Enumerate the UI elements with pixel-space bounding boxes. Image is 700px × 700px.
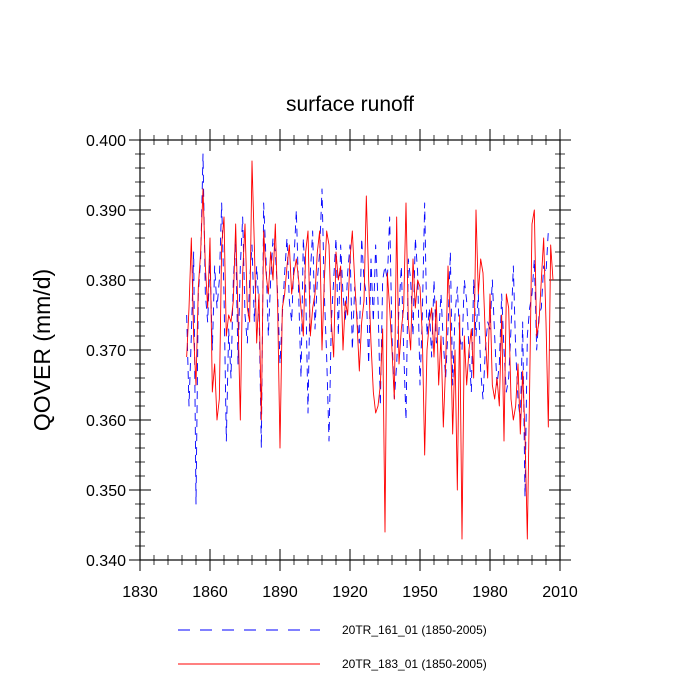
y-tick-label: 0.370 xyxy=(86,343,126,360)
x-tick-label: 1920 xyxy=(332,584,368,601)
legend-label-series-2: 20TR_183_01 (1850-2005) xyxy=(342,657,487,671)
major-ticks xyxy=(129,129,571,571)
x-tick-label: 1950 xyxy=(402,584,438,601)
y-tick-label: 0.380 xyxy=(86,273,126,290)
x-tick-labels: 1830 1860 1890 1920 1950 1980 2010 xyxy=(122,584,578,601)
y-tick-label: 0.390 xyxy=(86,203,126,220)
y-tick-label: 0.350 xyxy=(86,483,126,500)
series-line-1 xyxy=(186,153,549,505)
chart-title: surface runoff xyxy=(286,93,414,116)
series-layer xyxy=(186,153,554,540)
x-tick-label: 1980 xyxy=(472,584,508,601)
y-tick-labels: 0.340 0.350 0.360 0.370 0.380 0.390 0.400 xyxy=(86,133,126,570)
series-line-2 xyxy=(186,160,554,540)
y-tick-label: 0.400 xyxy=(86,133,126,150)
x-tick-label: 1890 xyxy=(262,584,298,601)
plot-frame xyxy=(139,139,561,561)
y-tick-label: 0.340 xyxy=(86,553,126,570)
legend: 20TR_161_01 (1850-2005) 20TR_183_01 (185… xyxy=(178,623,487,671)
y-tick-label: 0.360 xyxy=(86,413,126,430)
x-tick-label: 1830 xyxy=(122,584,158,601)
y-axis-label: QOVER (mm/d) xyxy=(29,269,55,431)
legend-label-series-1: 20TR_161_01 (1850-2005) xyxy=(342,623,487,637)
x-tick-label: 2010 xyxy=(542,584,578,601)
x-tick-label: 1860 xyxy=(192,584,228,601)
